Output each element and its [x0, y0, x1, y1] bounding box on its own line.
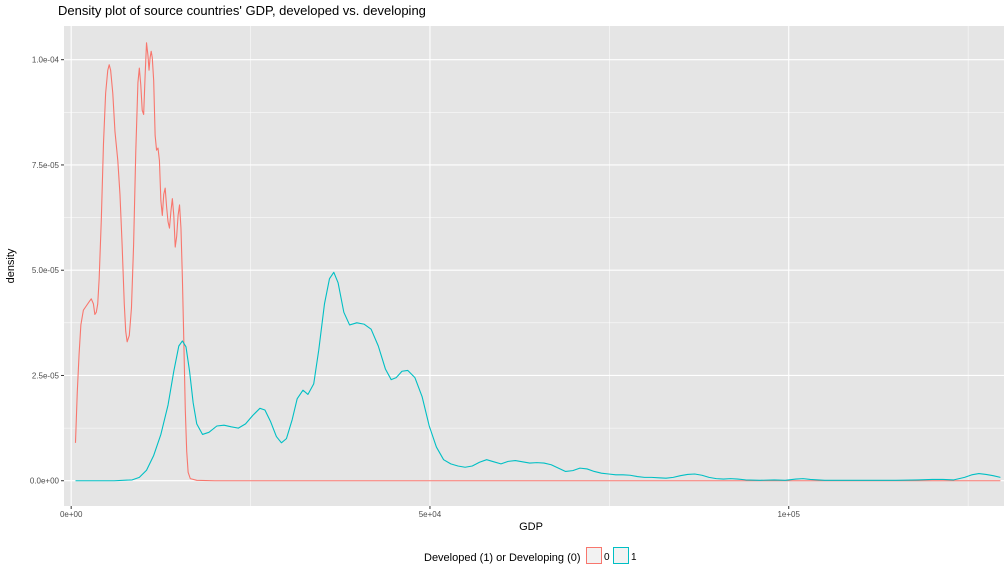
x-tick-label: 0e+00: [60, 510, 83, 519]
legend-label: 0: [604, 552, 610, 563]
x-tick-label: 1e+05: [777, 510, 800, 519]
series-lines: [74, 42, 1001, 482]
legend-key-box: [586, 547, 602, 564]
series-line-1: [75, 271, 1001, 482]
y-tick-label: 0.0e+00: [30, 477, 60, 486]
legend: Developed (1) or Developing (0) 0 1: [424, 547, 637, 564]
legend-key-swatch: [613, 547, 629, 564]
x-tick-label: 5e+04: [419, 510, 442, 519]
chart-title: Density plot of source countries' GDP, d…: [58, 3, 426, 18]
legend-entry-0: 0: [586, 547, 610, 564]
x-axis-title: GDP: [519, 521, 543, 533]
y-tick-label: 1.0e-04: [32, 56, 60, 65]
y-tick-label: 7.5e-05: [32, 161, 60, 170]
y-tick-label: 2.5e-05: [32, 371, 60, 380]
y-axis-title: density: [5, 248, 17, 283]
x-axis-ticks: 0e+00 5e+04 1e+05: [60, 506, 801, 519]
y-tick-label: 5.0e-05: [32, 266, 60, 275]
legend-key-swatch: [586, 547, 602, 564]
legend-title: Developed (1) or Developing (0): [424, 552, 581, 564]
series-line-0: [74, 42, 1001, 482]
y-axis-ticks: 0.0e+00 2.5e-05 5.0e-05 7.5e-05 1.0e-04: [30, 56, 64, 486]
legend-label: 1: [631, 552, 637, 563]
legend-key-box: [613, 547, 629, 564]
legend-entry-1: 1: [613, 547, 637, 564]
